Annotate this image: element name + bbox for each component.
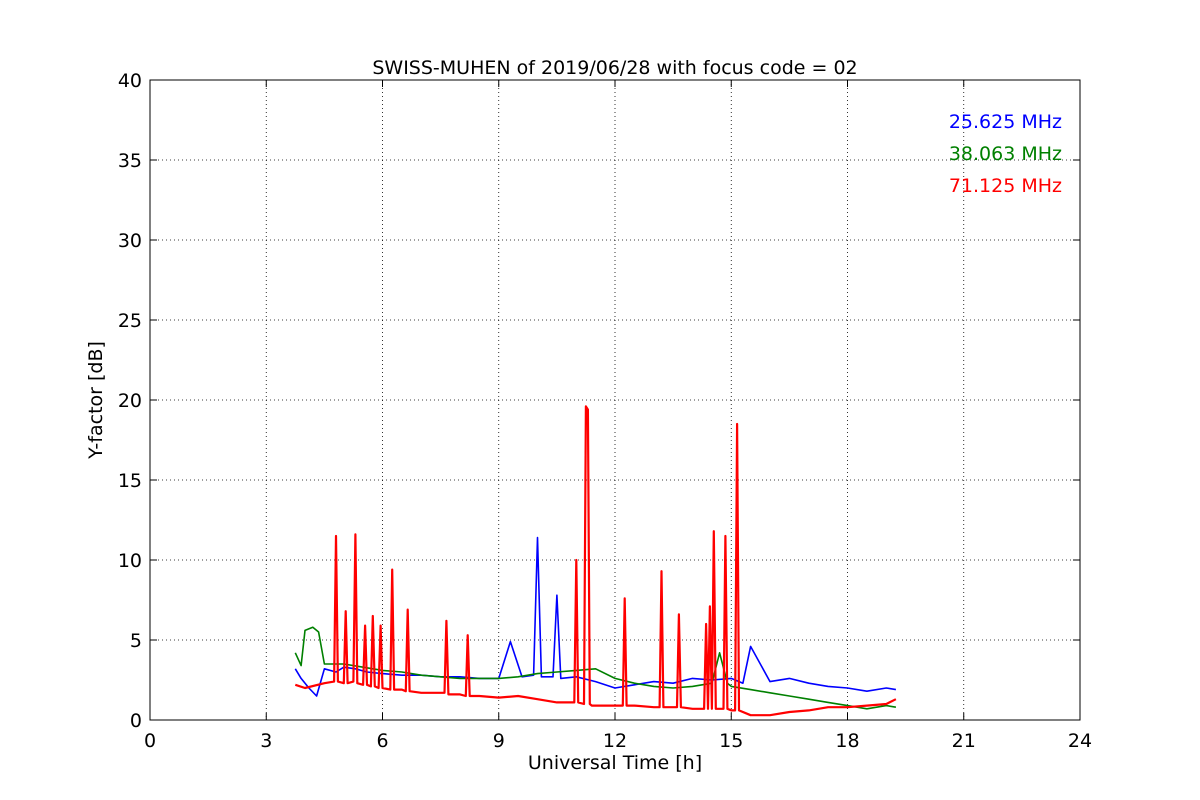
series-line xyxy=(294,536,897,697)
chart-title: SWISS-MUHEN of 2019/06/28 with focus cod… xyxy=(372,57,857,79)
legend-entry: 25.625 MHz xyxy=(949,111,1062,133)
x-tick-label: 12 xyxy=(603,730,627,752)
x-tick-label: 0 xyxy=(144,730,156,752)
y-tick-label: 20 xyxy=(118,390,142,412)
y-tick-label: 30 xyxy=(118,230,142,252)
y-axis-label: Y-factor [dB] xyxy=(85,341,107,460)
grid xyxy=(150,80,1080,720)
x-tick-label: 24 xyxy=(1068,730,1092,752)
series-line xyxy=(294,626,897,710)
y-tick-label: 0 xyxy=(130,710,142,732)
x-tick-label: 9 xyxy=(493,730,505,752)
y-tick-label: 10 xyxy=(118,550,142,572)
x-axis-label: Universal Time [h] xyxy=(528,752,702,774)
x-tick-label: 15 xyxy=(719,730,743,752)
x-tick-label: 6 xyxy=(376,730,388,752)
series-layer xyxy=(294,405,897,717)
axis-ticks: 0 3 6 9 12 15 18 21 24 0 5 10 15 20 25 30 35 40 xyxy=(118,70,1092,752)
legend: 25.625 MHz 38.063 MHz 71.125 MHz xyxy=(949,111,1062,197)
y-tick-label: 25 xyxy=(118,310,142,332)
y-tick-label: 35 xyxy=(118,150,142,172)
y-tick-label: 40 xyxy=(118,70,142,92)
legend-entry: 71.125 MHz xyxy=(949,175,1062,197)
x-tick-label: 3 xyxy=(260,730,272,752)
legend-entry: 38.063 MHz xyxy=(949,143,1062,165)
x-tick-label: 18 xyxy=(835,730,859,752)
y-tick-label: 5 xyxy=(130,630,142,652)
y-tick-label: 15 xyxy=(118,470,142,492)
series-line xyxy=(294,405,897,717)
x-tick-label: 21 xyxy=(952,730,976,752)
